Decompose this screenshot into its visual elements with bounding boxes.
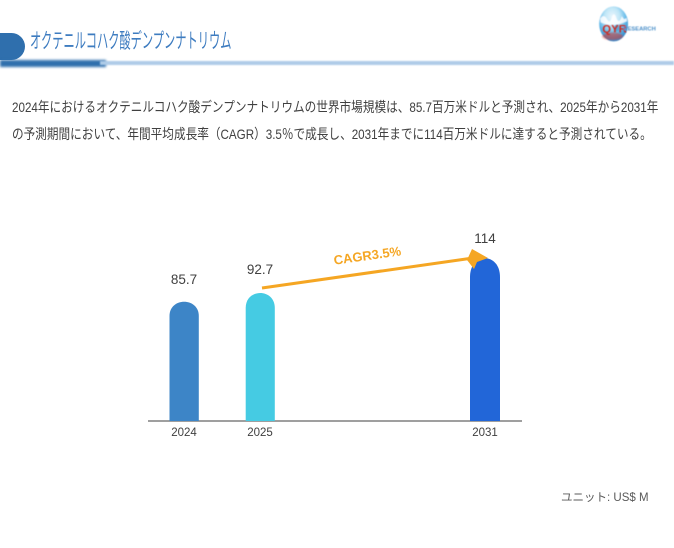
svg-text:114: 114 bbox=[474, 231, 496, 246]
svg-text:CAGR3.5%: CAGR3.5% bbox=[333, 243, 403, 267]
svg-text:2025: 2025 bbox=[247, 427, 273, 439]
svg-text:2031: 2031 bbox=[472, 427, 498, 439]
svg-text:92.7: 92.7 bbox=[247, 262, 273, 277]
svg-text:85.7: 85.7 bbox=[171, 272, 197, 287]
svg-text:2024: 2024 bbox=[171, 427, 197, 439]
